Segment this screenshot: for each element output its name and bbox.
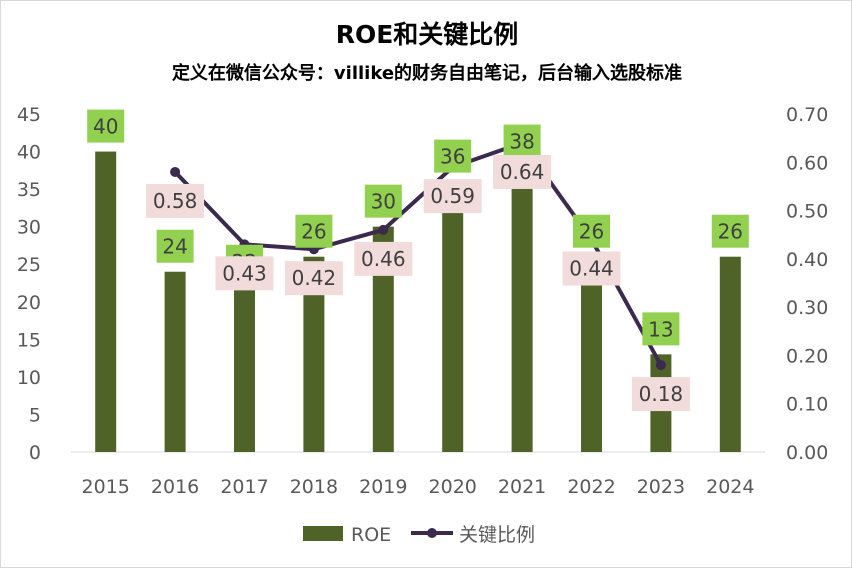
line-data-label-box bbox=[562, 251, 621, 286]
legend-swatch-roe bbox=[303, 526, 343, 541]
line-data-label: 0.59 bbox=[430, 184, 475, 208]
chart-subtitle: 定义在微信公众号：villike的财务自由笔记，后台输入选股标准 bbox=[171, 63, 683, 84]
bar-data-label: 38 bbox=[509, 130, 534, 154]
bar-data-label: 26 bbox=[579, 220, 604, 244]
y-left-tick-label: 10 bbox=[17, 367, 41, 389]
bar-roe bbox=[164, 271, 186, 452]
legend-swatch-marker bbox=[427, 528, 437, 538]
bar-data-label-box bbox=[87, 109, 125, 143]
bar-data-label: 26 bbox=[718, 220, 743, 244]
bar-data-label: 36 bbox=[440, 145, 465, 169]
line-data-label: 0.43 bbox=[222, 261, 267, 285]
x-tick-label: 2017 bbox=[220, 476, 268, 498]
bar-roe bbox=[442, 181, 464, 452]
x-tick-label: 2016 bbox=[151, 476, 199, 498]
bar-data-label-box bbox=[503, 124, 541, 158]
y-right-tick-label: 0.30 bbox=[786, 297, 828, 319]
y-left-tick-label: 5 bbox=[29, 404, 41, 426]
bar-data-label-box bbox=[295, 214, 333, 248]
y-left-tick-label: 40 bbox=[17, 142, 41, 164]
line-data-label-box bbox=[284, 261, 343, 296]
line-data-label-box bbox=[423, 179, 482, 214]
x-tick-label: 2020 bbox=[429, 476, 477, 498]
line-data-label: 0.42 bbox=[292, 266, 337, 290]
line-data-label-box bbox=[631, 377, 690, 412]
bar-roe bbox=[234, 286, 255, 452]
line-data-label: 0.46 bbox=[361, 247, 406, 271]
line-data-label: 0.58 bbox=[153, 189, 198, 213]
bar-roe bbox=[95, 151, 117, 453]
x-tick-label: 2015 bbox=[82, 476, 130, 498]
bar-data-label: 40 bbox=[93, 115, 118, 139]
y-left-tick-label: 0 bbox=[29, 442, 41, 464]
y-right-tick-label: 0.70 bbox=[786, 104, 828, 126]
line-data-label-box bbox=[354, 241, 413, 276]
bar-data-label: 13 bbox=[648, 317, 673, 341]
legend-label-roe: ROE bbox=[351, 524, 391, 546]
line-point bbox=[378, 224, 389, 235]
line-data-label-box bbox=[215, 256, 274, 291]
y-right-tick-label: 0.50 bbox=[786, 201, 828, 223]
y-left-tick-label: 45 bbox=[17, 104, 41, 126]
line-data-label-box bbox=[493, 154, 552, 189]
bar-data-label-box bbox=[573, 214, 610, 248]
bar-data-label-box bbox=[156, 229, 194, 263]
x-tick-label: 2022 bbox=[567, 476, 615, 498]
line-data-label-box bbox=[146, 183, 205, 218]
y-right-tick-label: 0.20 bbox=[786, 345, 828, 367]
y-left-tick-label: 20 bbox=[17, 292, 41, 314]
line-data-label: 0.18 bbox=[639, 382, 684, 406]
bar-roe bbox=[581, 256, 602, 452]
y-right-tick-label: 0.10 bbox=[786, 394, 828, 416]
bar-data-label-box bbox=[711, 214, 749, 248]
bar-data-label: 24 bbox=[162, 235, 187, 259]
chart-title: ROE和关键比例 bbox=[335, 20, 519, 49]
bar-roe bbox=[511, 166, 533, 453]
x-tick-label: 2023 bbox=[637, 476, 685, 498]
bar-roe bbox=[372, 226, 394, 452]
legend-label-key-ratio: 关键比例 bbox=[459, 524, 535, 546]
bar-data-label-box bbox=[364, 184, 402, 218]
y-left-tick-label: 30 bbox=[17, 217, 41, 239]
line-point bbox=[655, 360, 666, 371]
line-point bbox=[170, 166, 181, 177]
bar-roe bbox=[303, 256, 325, 452]
y-left-tick-label: 25 bbox=[17, 254, 41, 276]
x-tick-label: 2018 bbox=[290, 476, 338, 498]
line-data-label: 0.64 bbox=[500, 160, 545, 184]
y-right-tick-label: 0.60 bbox=[786, 152, 828, 174]
bar-data-label: 30 bbox=[371, 190, 396, 214]
bar-data-label-box bbox=[434, 139, 472, 173]
y-left-tick-label: 35 bbox=[17, 179, 41, 201]
x-tick-label: 2019 bbox=[359, 476, 407, 498]
y-right-tick-label: 0.40 bbox=[786, 249, 828, 271]
y-right-tick-label: 0.00 bbox=[786, 442, 828, 464]
bar-data-label-box bbox=[642, 312, 680, 346]
line-data-label: 0.44 bbox=[569, 257, 614, 281]
x-tick-label: 2024 bbox=[706, 476, 754, 498]
x-tick-label: 2021 bbox=[498, 476, 546, 498]
bar-data-label: 26 bbox=[301, 220, 326, 244]
bar-roe bbox=[719, 256, 741, 452]
y-left-tick-label: 15 bbox=[17, 329, 41, 351]
